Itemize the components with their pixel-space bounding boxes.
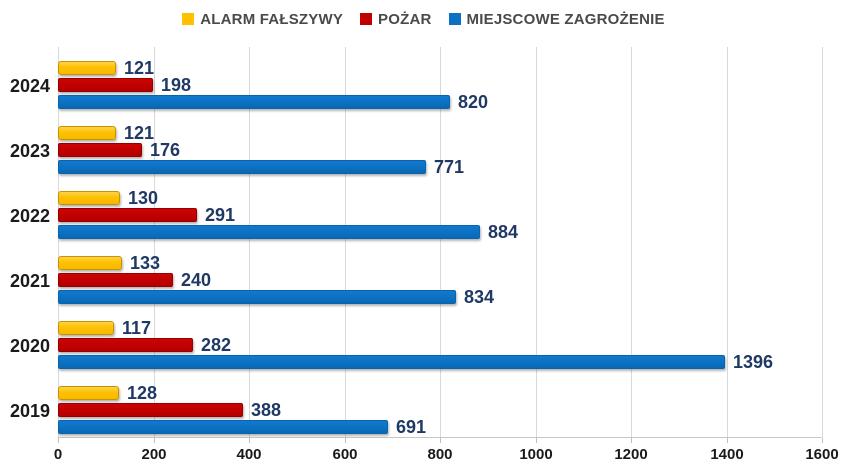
gridline: [727, 47, 728, 437]
value-label: 198: [161, 75, 192, 95]
bar-2024-series-1: [58, 61, 116, 75]
bar-2019-series-2: [58, 403, 243, 417]
value-label: 176: [150, 140, 181, 160]
bar-2023-series-3: [58, 160, 426, 174]
gridline: [154, 47, 155, 437]
gridline: [440, 47, 441, 437]
bar-2020-series-2: [58, 338, 193, 352]
axis-tick: [631, 438, 632, 443]
value-label: 130: [128, 188, 159, 208]
value-label: 884: [488, 222, 519, 242]
value-label: 121: [124, 58, 155, 78]
bar-2019-series-1: [58, 386, 119, 400]
value-label: 1396: [733, 352, 774, 372]
bar-2021-series-1: [58, 256, 122, 270]
axis-tick: [249, 438, 250, 443]
bar-2021-series-2: [58, 273, 173, 287]
gridline: [631, 47, 632, 437]
bar-2021-series-3: [58, 290, 456, 304]
chart-row-2021: 2021 133 240 834: [10, 242, 822, 307]
category-label: 2022: [9, 206, 50, 226]
gridline: [58, 47, 59, 437]
legend-item: MIEJSCOWE ZAGROŻENIE: [448, 10, 665, 28]
value-label: 121: [124, 123, 155, 143]
category-label: 2020: [9, 336, 50, 356]
chart-row-2019: 2019 128 388 691: [10, 372, 822, 437]
x-axis-tick-label: 1200: [614, 446, 648, 463]
gridline: [249, 47, 250, 437]
bar-2024-series-3: [58, 95, 450, 109]
x-axis-tick-label: 400: [236, 446, 262, 463]
chart-row-2023: 2023 121 176 771: [10, 112, 822, 177]
axis-tick: [822, 438, 823, 443]
x-axis-tick-label: 0: [53, 446, 63, 463]
bar-2024-series-2: [58, 78, 153, 92]
bar-2022-series-1: [58, 191, 120, 205]
value-label: 820: [458, 92, 489, 112]
legend-label: ALARM FAŁSZYWY: [200, 10, 344, 28]
axis-tick: [154, 438, 155, 443]
chart-legend: ALARM FAŁSZYWY POŻAR MIEJSCOWE ZAGROŻENIE: [0, 8, 847, 30]
value-label: 291: [205, 205, 236, 225]
bar-2023-series-1: [58, 126, 116, 140]
legend-swatch-icon: [182, 13, 195, 25]
category-label: 2024: [9, 76, 50, 96]
value-label: 128: [127, 383, 158, 403]
gridline: [822, 47, 823, 437]
category-label: 2019: [9, 401, 50, 421]
x-axis-tick-label: 1000: [519, 446, 553, 463]
value-label: 133: [130, 253, 161, 273]
bar-2023-series-2: [58, 143, 142, 157]
category-label: 2023: [9, 141, 50, 161]
legend-item: POŻAR: [360, 11, 432, 28]
value-label: 240: [181, 270, 212, 290]
chart-row-2024: 2024 121 198 820: [10, 47, 822, 112]
axis-tick: [345, 438, 346, 443]
chart-row-2022: 2022 130 291 884: [10, 177, 822, 242]
gridline: [345, 47, 346, 437]
axis-tick: [536, 438, 537, 443]
x-axis-tick-label: 1600: [805, 446, 839, 463]
bar-2020-series-3: [58, 355, 725, 369]
x-axis-line: [58, 437, 822, 438]
bar-2022-series-2: [58, 208, 197, 222]
axis-tick: [58, 438, 59, 443]
x-axis-tick-label: 600: [332, 446, 358, 463]
plot-area: 0 200 400 600 800 1000 1200 1400 1600 2024 121 198 8…: [10, 47, 839, 463]
bar-2019-series-3: [58, 420, 388, 434]
legend-item: ALARM FAŁSZYWY: [182, 11, 343, 28]
legend-label: MIEJSCOWE ZAGROŻENIE: [466, 10, 665, 28]
chart-row-2020: 2020 117 282 1396: [10, 307, 822, 372]
legend-swatch-icon: [360, 13, 373, 25]
gridline: [536, 47, 537, 437]
value-label: 691: [396, 417, 427, 437]
bar-2020-series-1: [58, 321, 114, 335]
value-label: 282: [201, 335, 232, 355]
category-label: 2021: [9, 271, 50, 291]
value-label: 771: [434, 157, 465, 177]
value-label: 834: [464, 287, 495, 307]
value-label: 388: [251, 400, 282, 420]
x-axis-tick-label: 1400: [710, 446, 744, 463]
x-axis-tick-label: 800: [427, 446, 453, 463]
axis-tick: [440, 438, 441, 443]
axis-tick: [727, 438, 728, 443]
legend-label: POŻAR: [378, 10, 432, 28]
bar-2022-series-3: [58, 225, 480, 239]
legend-swatch-icon: [448, 13, 461, 25]
value-label: 117: [122, 318, 152, 338]
x-axis-tick-label: 200: [141, 446, 167, 463]
